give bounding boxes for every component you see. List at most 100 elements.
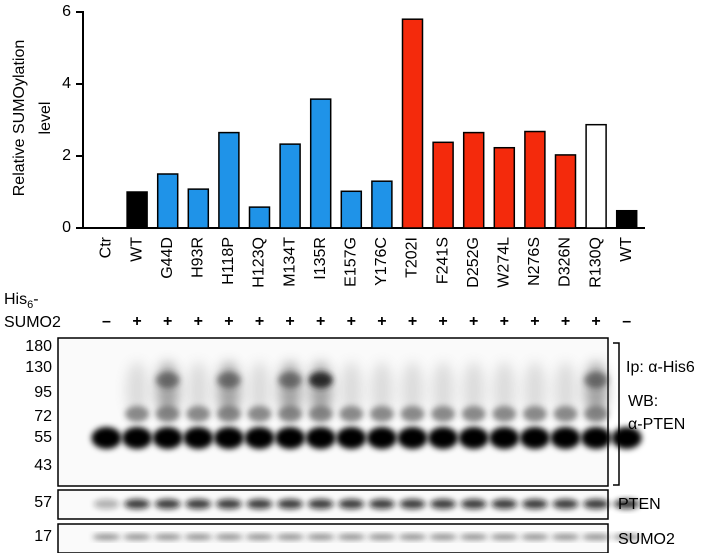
- band-55: [122, 427, 153, 449]
- sumo-band: [429, 534, 458, 540]
- smear: [493, 362, 516, 418]
- x-tick-label: R130Q: [587, 237, 604, 288]
- lane-sign: +: [561, 313, 570, 330]
- smear: [554, 362, 577, 418]
- panel2-label: PTEN: [618, 496, 661, 513]
- lane-sign: +: [377, 313, 386, 330]
- bar: [493, 146, 516, 229]
- pten-band: [93, 499, 120, 509]
- mw-marker: 55: [34, 429, 52, 446]
- band-55: [91, 427, 122, 449]
- blot-bands: [91, 362, 642, 540]
- sumo-band: [276, 534, 305, 540]
- pten-band: [460, 499, 487, 509]
- bar: [585, 123, 607, 229]
- mw-marker: 95: [34, 384, 52, 401]
- sumo-band: [214, 534, 243, 540]
- band-55: [213, 427, 244, 449]
- smear: [279, 362, 302, 418]
- smear: [217, 362, 240, 418]
- pten-band: [399, 499, 426, 509]
- lane-sign: –: [102, 313, 111, 330]
- sumo-band: [184, 534, 213, 540]
- band-55: [550, 427, 581, 449]
- bar: [524, 130, 546, 229]
- mw-marker: 130: [25, 359, 52, 376]
- smear: [248, 362, 271, 418]
- lane-sign: +: [224, 313, 233, 330]
- x-tick-label: WT: [618, 237, 635, 262]
- pten-band: [552, 499, 579, 509]
- panel3-label: SUMO2: [618, 531, 675, 548]
- band-high: [584, 372, 609, 388]
- sumo-band: [490, 534, 519, 540]
- x-tick-label: H118P: [220, 237, 237, 285]
- x-tick-label: F241S: [434, 237, 451, 284]
- x-tick-label: H123Q: [251, 237, 268, 288]
- mw-marker: 72: [34, 408, 52, 425]
- sumo-band: [520, 534, 549, 540]
- x-tick-label: Ctr: [98, 236, 115, 258]
- bar: [615, 209, 638, 229]
- sumo-band: [92, 534, 121, 540]
- lane-sign: –: [622, 313, 631, 330]
- lane-sign: +: [408, 313, 417, 330]
- smear: [462, 362, 485, 418]
- sumo-band: [245, 534, 274, 540]
- mw-marker: 43: [34, 457, 52, 474]
- x-tick-label: M134T: [281, 237, 298, 287]
- pten-band: [154, 499, 181, 509]
- bar: [126, 191, 148, 229]
- band-55: [275, 427, 306, 449]
- sumo-label: SUMO2: [4, 314, 61, 331]
- y-tick-label: 4: [62, 75, 71, 92]
- band-high: [155, 372, 180, 388]
- bar-chart: 0 2 4 6 Relative SUMOylation level Ctr WT G44D H9…: [11, 3, 645, 288]
- bar: [156, 173, 179, 229]
- lane-sign: +: [163, 313, 172, 330]
- x-tick-label: G44D: [159, 237, 176, 279]
- pten-band: [246, 499, 273, 509]
- pten-band: [124, 499, 151, 509]
- lane-sign: +: [469, 313, 478, 330]
- wb-antibody: α-PTEN: [628, 416, 685, 433]
- pten-band: [307, 499, 334, 509]
- smear: [309, 362, 332, 418]
- pten-band: [277, 499, 304, 509]
- x-tick-label: D252G: [465, 237, 482, 288]
- lane-sign: +: [591, 313, 600, 330]
- pten-band: [215, 499, 242, 509]
- pten-band: [338, 499, 365, 509]
- pten-band: [430, 499, 457, 509]
- bar: [401, 18, 424, 229]
- y-tick-label: 2: [62, 147, 71, 164]
- mw-marker: 17: [34, 528, 52, 545]
- lane-sign: +: [500, 313, 509, 330]
- wb-label: WB:: [628, 393, 658, 410]
- sumo-band: [306, 534, 335, 540]
- smear: [432, 362, 455, 418]
- band-55: [581, 427, 612, 449]
- lane-sign: +: [347, 313, 356, 330]
- x-tick-label: I135R: [312, 237, 329, 280]
- blot-panel-1: [57, 337, 609, 487]
- smear: [370, 362, 393, 418]
- band-55: [305, 427, 336, 449]
- bar: [462, 131, 485, 229]
- sumo-band: [337, 534, 366, 540]
- his-label-main: His: [4, 291, 27, 308]
- ip-label: Ip: α-His6: [626, 359, 695, 376]
- band-55: [458, 427, 489, 449]
- mw-marker: 180: [25, 338, 52, 355]
- smear: [187, 362, 210, 418]
- lane-sign: +: [194, 313, 203, 330]
- y-tick-label: 6: [62, 3, 71, 20]
- band-55: [244, 427, 275, 449]
- mw-marker: 57: [34, 494, 52, 511]
- smear: [585, 362, 608, 418]
- his-label: His6-: [4, 291, 39, 311]
- bar: [248, 206, 271, 229]
- pten-band: [613, 499, 640, 509]
- pten-band: [521, 499, 548, 509]
